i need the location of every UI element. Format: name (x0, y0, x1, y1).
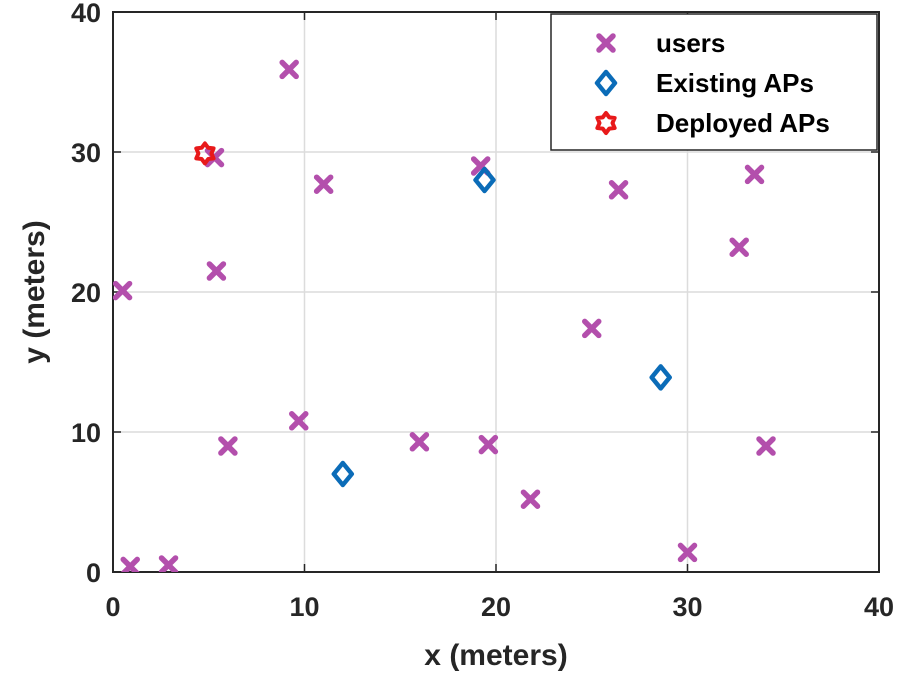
user-point (313, 174, 334, 194)
legend: users Existing APs Deployed APs (550, 13, 878, 151)
y-axis-label: y (meters) (18, 220, 51, 363)
user-point (478, 434, 499, 455)
user-point (744, 164, 765, 185)
y-tick-label: 10 (71, 418, 101, 448)
legend-deployed-aps-marker (595, 111, 617, 135)
user-point (206, 261, 227, 281)
legend-entry-label: users (656, 28, 725, 58)
existing-ap-point (331, 460, 355, 488)
user-point (409, 432, 430, 452)
legend-existing-aps-marker (594, 69, 618, 97)
user-point (289, 411, 309, 431)
legend-entry-label: Existing APs (656, 68, 814, 98)
user-point (608, 180, 629, 200)
y-tick-label: 30 (71, 138, 101, 168)
user-point (279, 59, 299, 80)
user-point (218, 436, 238, 456)
legend-entry-label: Deployed APs (656, 108, 830, 138)
y-tick-label: 20 (71, 278, 101, 308)
user-point (113, 280, 133, 301)
user-point (582, 318, 602, 339)
user-point (677, 542, 698, 563)
x-axis-label: x (meters) (424, 639, 567, 672)
y-tick-label: 0 (86, 558, 101, 588)
x-tick-label: 20 (481, 592, 511, 622)
existing-ap-point (649, 364, 672, 391)
x-tick-label: 0 (105, 592, 120, 622)
x-tick-label: 30 (672, 592, 702, 622)
existing-ap-point (473, 166, 496, 194)
y-tick-labels: 0 10 20 30 40 (71, 0, 101, 588)
x-tick-labels: 0 10 20 30 40 (105, 592, 894, 622)
user-point (158, 555, 179, 572)
user-point (520, 489, 541, 509)
legend-box (550, 13, 878, 151)
plot-frame (112, 11, 880, 573)
legend-users-marker (596, 33, 616, 53)
x-tick-label: 40 (864, 592, 894, 622)
x-tick-label: 10 (289, 592, 319, 622)
user-point (729, 237, 749, 257)
user-point (120, 556, 140, 572)
y-tick-label: 40 (71, 0, 101, 28)
data-points (113, 59, 776, 572)
deployed-ap-point (194, 141, 216, 166)
user-point (756, 436, 776, 456)
